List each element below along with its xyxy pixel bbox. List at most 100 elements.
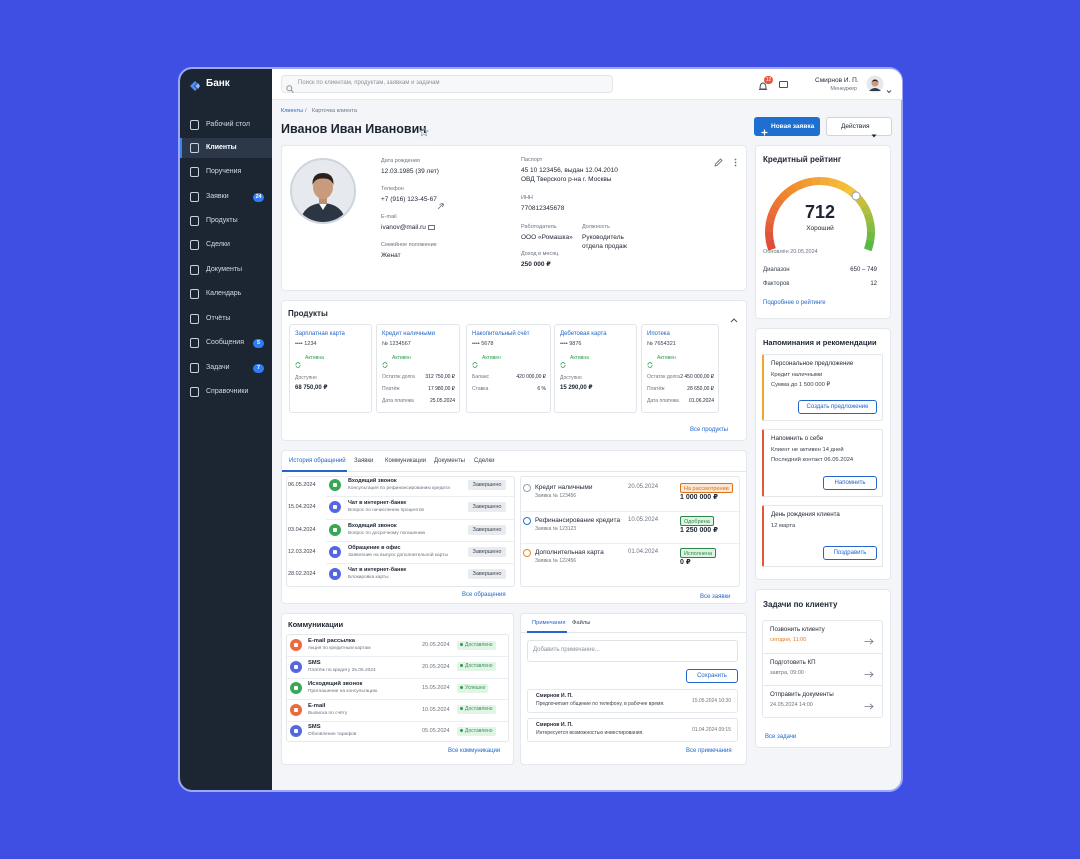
menu-label[interactable]: Отчёты (206, 315, 231, 322)
icon-part (828, 177, 840, 189)
all-history-link[interactable]: Все обращения (462, 592, 506, 598)
rating-link[interactable]: Подробнее о рейтинге (763, 300, 826, 306)
comm-icon-glyph (294, 664, 298, 669)
icon-part (286, 85, 294, 93)
comm-icon-glyph (294, 686, 298, 691)
menu-label[interactable]: Календарь (206, 290, 242, 297)
product-tile[interactable] (554, 324, 637, 413)
request-title: Дополнительная карта (535, 549, 604, 556)
product-name[interactable]: Зарплатная карта (295, 331, 345, 337)
icon-part (560, 362, 566, 368)
breadcrumb-link[interactable]: Клиенты (281, 108, 304, 114)
menu-label[interactable]: Документы (206, 266, 243, 273)
note-date: 01.04.2024 09:15 (692, 727, 731, 733)
note-date: 15.05.2024 10:30 (692, 698, 731, 704)
menu-label[interactable]: Поручения (206, 168, 242, 175)
history-tab[interactable]: Сделки (474, 458, 495, 464)
product-tile[interactable] (466, 324, 551, 413)
product-row-value: 01.06.2024 (688, 398, 714, 404)
product-tile[interactable] (641, 324, 719, 413)
request-date: 10.05.2024 (628, 516, 659, 523)
product-name[interactable]: Кредит наличными (382, 331, 436, 337)
note-input[interactable] (527, 640, 738, 662)
history-title: Чат в интернет-банке (348, 500, 407, 507)
product-name[interactable]: Ипотека (647, 331, 670, 337)
icon-part (864, 671, 874, 678)
history-tab[interactable]: Коммуникации (385, 458, 427, 464)
task-title[interactable]: Отправить документы (770, 691, 834, 699)
task-due: завтра, 09:00 (770, 669, 804, 676)
notes-tab[interactable]: Примечания (532, 620, 566, 626)
product-name[interactable]: Накопительный счёт (472, 331, 530, 337)
menu-label[interactable]: Задачи (206, 364, 230, 371)
product-row-value: 28 650,00 ₽ (687, 386, 714, 392)
menu-label[interactable]: Рабочий стол (206, 121, 250, 128)
menu-label[interactable]: Сделки (206, 241, 230, 248)
product-number: •••• 5678 (472, 341, 494, 347)
icon-part (851, 191, 861, 201)
request-icon (523, 484, 531, 492)
icon-part (864, 703, 874, 710)
icon-part (886, 90, 892, 94)
icon-part (190, 81, 197, 91)
icon-part (730, 318, 738, 323)
history-tab[interactable]: Заявки (354, 458, 374, 464)
history-title: Обращение в офис (348, 544, 401, 551)
save-button[interactable]: Сохранить (686, 669, 738, 683)
all-communications-link[interactable]: Все коммуникации (448, 748, 501, 754)
breadcrumb-separator: / (305, 108, 307, 114)
edit-icon (714, 154, 723, 167)
bell-icon (758, 79, 768, 90)
field-label: Работодатель (521, 224, 557, 230)
reminder-title: День рождения клиента (771, 511, 840, 518)
task-title[interactable]: Подготовить КП (770, 658, 816, 666)
email-icon (428, 225, 435, 230)
tabs-divider (282, 471, 746, 472)
status-chip: Завершено (468, 502, 506, 513)
request-status: На рассмотрении (680, 483, 733, 493)
comm-date: 15.05.2024 (422, 685, 450, 692)
messages-icon[interactable] (779, 81, 788, 88)
menu-label[interactable]: Заявки (206, 193, 229, 200)
menu-label[interactable]: Продукты (206, 217, 238, 224)
user-role: Менеджер (830, 86, 857, 92)
menu-label[interactable]: Сообщения (206, 339, 244, 346)
reminder-button[interactable]: Поздравить (823, 546, 877, 560)
user-name: Смирнов И. П. (815, 77, 859, 84)
menu-item[interactable] (180, 138, 272, 158)
history-icon-glyph (333, 572, 337, 577)
all-products-link[interactable]: Все продукты (689, 427, 728, 433)
communications-list (286, 634, 509, 742)
icon-part (382, 362, 388, 368)
comm-status: Доставлено (457, 705, 496, 715)
icon-part (300, 173, 346, 222)
history-tab[interactable]: Документы (434, 458, 465, 464)
icon-part (290, 158, 356, 224)
reminder-button[interactable]: Создать предложение (798, 400, 877, 414)
icon-part (765, 231, 774, 242)
history-tab[interactable]: История обращений (289, 458, 346, 464)
reminder-button[interactable]: Напомнить (823, 476, 877, 490)
comm-icon-glyph (294, 643, 298, 647)
reminder-title: Персональное предложение (771, 360, 854, 367)
all-requests-link[interactable]: Все заявки (700, 594, 731, 600)
product-tile[interactable] (289, 324, 372, 413)
product-tile[interactable] (376, 324, 460, 413)
icon-part (313, 175, 333, 199)
notification-badge[interactable]: 12 (764, 76, 773, 84)
new-request-label[interactable]: Новая заявка (771, 123, 815, 130)
all-notes-link[interactable]: Все примечания (686, 748, 732, 754)
search-box[interactable] (281, 75, 613, 93)
task-title[interactable]: Позвонить клиенту (770, 626, 825, 633)
actions-label[interactable]: Действия (841, 123, 870, 130)
menu-label[interactable]: Справочники (206, 388, 249, 395)
product-name[interactable]: Дебетовая карта (560, 331, 607, 337)
actions-button[interactable] (826, 117, 892, 136)
product-number: •••• 1234 (295, 341, 317, 347)
comm-status: Успешно (457, 683, 489, 693)
new-request-button[interactable] (754, 117, 820, 136)
product-row-label: Дата платежа (382, 398, 414, 404)
notes-tab[interactable]: Файлы (572, 620, 591, 626)
all-tasks-link[interactable]: Все задачи (765, 734, 797, 740)
menu-label[interactable]: Клиенты (206, 144, 237, 151)
